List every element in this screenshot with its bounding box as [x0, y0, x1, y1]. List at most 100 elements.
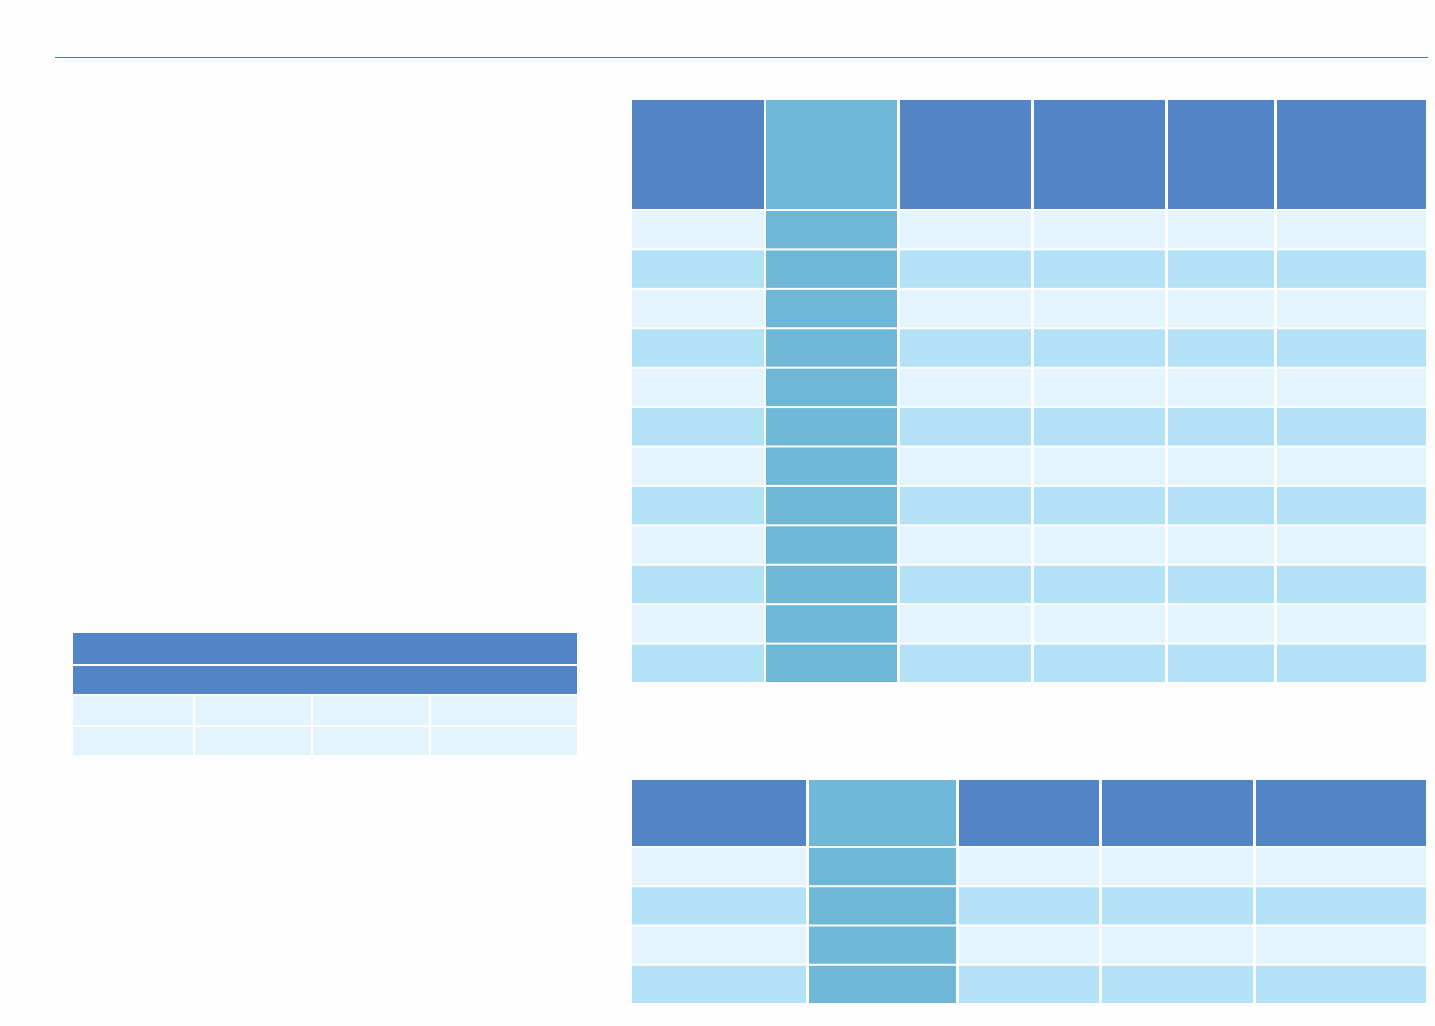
- table-cell: [900, 447, 1031, 485]
- table-cell: [900, 526, 1031, 564]
- table-header-cell: [73, 666, 577, 694]
- table-cell: [1277, 447, 1426, 485]
- left-table: [73, 633, 577, 755]
- table-cell: [766, 408, 897, 446]
- table-cell: [1102, 926, 1253, 964]
- table-cell: [766, 329, 897, 367]
- table-cell: [632, 289, 764, 328]
- table-cell: [1168, 408, 1274, 446]
- table-header-cell: [1256, 780, 1426, 846]
- table-cell: [1168, 605, 1274, 643]
- table-cell: [1256, 848, 1426, 886]
- table-cell: [1168, 289, 1274, 328]
- table-cell: [632, 486, 764, 525]
- table-header-cell: [900, 100, 1031, 209]
- table-header-cell: [632, 780, 806, 846]
- right-table-top: [632, 100, 1426, 682]
- table-cell: [632, 965, 806, 1003]
- table-cell: [431, 696, 577, 725]
- table-cell: [1277, 486, 1426, 525]
- table-cell: [1277, 368, 1426, 407]
- table-header-cell: [1277, 100, 1426, 209]
- table-cell: [195, 696, 311, 725]
- table-cell: [809, 848, 956, 886]
- table-cell: [1034, 289, 1165, 328]
- table-cell: [632, 211, 764, 249]
- table-cell: [632, 329, 764, 367]
- table-cell: [632, 447, 764, 485]
- table-cell: [900, 644, 1031, 682]
- table-cell: [1256, 926, 1426, 964]
- table-cell: [1034, 526, 1165, 564]
- table-cell: [632, 408, 764, 446]
- table-header-cell: [1034, 100, 1165, 209]
- table-header-cell: [73, 633, 577, 664]
- table-cell: [900, 486, 1031, 525]
- table-cell: [1034, 486, 1165, 525]
- table-cell: [1168, 644, 1274, 682]
- table-header-cell: [1168, 100, 1274, 209]
- table-cell: [900, 605, 1031, 643]
- table-cell: [73, 696, 193, 725]
- table-cell: [766, 526, 897, 564]
- table-cell: [959, 887, 1099, 925]
- table-cell: [632, 644, 764, 682]
- table-cell: [1034, 408, 1165, 446]
- table-cell: [959, 926, 1099, 964]
- table-cell: [1168, 211, 1274, 249]
- table-cell: [632, 605, 764, 643]
- table-cell: [1034, 605, 1165, 643]
- table-cell: [632, 926, 806, 964]
- table-header-cell: [959, 780, 1099, 846]
- table-cell: [1277, 644, 1426, 682]
- table-cell: [766, 368, 897, 407]
- table-header-cell: [809, 780, 956, 846]
- table-cell: [1168, 368, 1274, 407]
- table-cell: [195, 727, 311, 755]
- table-cell: [1277, 329, 1426, 367]
- table-cell: [766, 211, 897, 249]
- tables: [73, 100, 1426, 1003]
- table-cell: [900, 289, 1031, 328]
- table-cell: [900, 329, 1031, 367]
- table-header-cell: [1102, 780, 1253, 846]
- table-cell: [632, 526, 764, 564]
- table-cell: [1277, 605, 1426, 643]
- table-cell: [632, 887, 806, 925]
- table-cell: [766, 447, 897, 485]
- table-cell: [1277, 211, 1426, 249]
- right-table-bottom: [632, 780, 1426, 1003]
- table-cell: [1168, 447, 1274, 485]
- table-cell: [900, 211, 1031, 249]
- table-cell: [1168, 250, 1274, 288]
- table-cell: [1277, 289, 1426, 328]
- table-cell: [959, 965, 1099, 1003]
- table-cell: [900, 408, 1031, 446]
- table-cell: [1102, 887, 1253, 925]
- table-header-cell: [766, 100, 897, 209]
- table-cell: [766, 644, 897, 682]
- table-cell: [1277, 408, 1426, 446]
- table-cell: [1034, 250, 1165, 288]
- table-cell: [1168, 565, 1274, 604]
- table-cell: [766, 250, 897, 288]
- table-cell: [1034, 368, 1165, 407]
- table-cell: [1168, 526, 1274, 564]
- table-cell: [766, 486, 897, 525]
- table-cell: [1277, 250, 1426, 288]
- table-cell: [1102, 965, 1253, 1003]
- table-cell: [1034, 211, 1165, 249]
- table-cell: [900, 368, 1031, 407]
- table-header-cell: [632, 100, 764, 209]
- table-cell: [632, 368, 764, 407]
- table-cell: [632, 565, 764, 604]
- table-cell: [1034, 447, 1165, 485]
- table-cell: [632, 848, 806, 886]
- table-cell: [1277, 565, 1426, 604]
- table-cell: [809, 965, 956, 1003]
- table-cell: [1168, 486, 1274, 525]
- table-cell: [1256, 887, 1426, 925]
- table-cell: [900, 250, 1031, 288]
- table-cell: [900, 565, 1031, 604]
